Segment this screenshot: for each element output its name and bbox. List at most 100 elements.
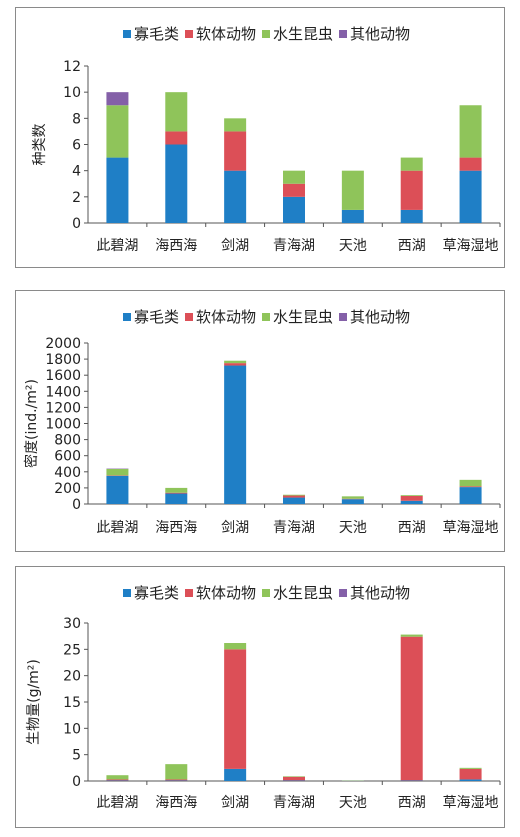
bar-segment (165, 144, 188, 223)
y-tick-label: 12 (63, 59, 81, 75)
bar-segment (400, 634, 423, 637)
y-tick-label: 2 (72, 190, 81, 206)
bar-segment (106, 105, 129, 158)
y-tick-label: 10 (63, 721, 81, 737)
x-tick-label: 海西海 (155, 795, 197, 811)
y-tick-label: 10 (63, 85, 81, 101)
y-tick-label: 8 (72, 111, 81, 127)
y-tick-label: 800 (54, 433, 81, 449)
bar-segment (165, 779, 188, 781)
y-tick-label: 25 (63, 642, 81, 658)
bar-segment (106, 92, 129, 106)
legend: 寡毛类 软体动物 水生昆虫 其他动物 (123, 584, 410, 602)
bar-segment (283, 776, 305, 777)
y-tick-label: 400 (54, 465, 81, 481)
y-tick-label: 1000 (45, 417, 81, 433)
bar-segment (106, 775, 129, 780)
y-tick-label: 0 (72, 216, 81, 232)
bar-segment (106, 779, 129, 781)
y-axis-label: 生物量(g/m²) (26, 659, 42, 745)
bar-segment (224, 170, 247, 223)
bar-segment (106, 468, 129, 476)
bar-segment (459, 170, 482, 223)
y-axis-label: 密度(ind./m²) (23, 379, 40, 468)
bar-segment (400, 157, 423, 171)
legend-label: 寡毛类 (134, 308, 179, 326)
bar-segment (165, 764, 188, 780)
bar-segment (224, 118, 247, 132)
legend: 寡毛类 软体动物 水生昆虫 其他动物 (123, 25, 410, 43)
y-tick-label: 2000 (45, 336, 81, 352)
y-tick-label: 4 (72, 164, 81, 180)
bar-segment (224, 649, 247, 769)
x-tick-label: 西湖 (398, 795, 426, 811)
x-tick-label: 此碧湖 (96, 795, 138, 811)
y-tick-label: 1400 (45, 384, 81, 400)
x-tick-label: 天池 (339, 238, 367, 254)
y-tick-label: 1600 (45, 368, 81, 384)
bar-segment (400, 495, 423, 496)
legend-label: 水生昆虫 (273, 584, 333, 602)
legend-label: 寡毛类 (134, 584, 179, 602)
x-tick-label: 青海湖 (273, 520, 315, 536)
y-tick-label: 0 (72, 497, 81, 513)
bar-segment (165, 493, 188, 504)
bar-segment (165, 780, 188, 781)
legend-label: 水生昆虫 (273, 25, 333, 43)
bar-segment (341, 170, 364, 210)
legend-label: 软体动物 (196, 308, 256, 326)
legend-swatch (262, 313, 270, 321)
bar-segment (459, 105, 482, 158)
bar-segment (106, 780, 129, 781)
legend-label: 水生昆虫 (273, 308, 333, 326)
bar-segment (165, 92, 188, 132)
legend-swatch (339, 30, 347, 38)
bar-segment (224, 365, 247, 504)
bar-segment (224, 360, 247, 364)
y-tick-label: 15 (63, 695, 81, 711)
legend-swatch (123, 589, 131, 597)
bar-segment (400, 780, 423, 781)
bar-segment (283, 495, 305, 498)
y-axis: 0 2 4 6 8 10 12 (63, 59, 89, 232)
y-tick-label: 30 (63, 616, 81, 632)
x-tick-label: 海西海 (155, 520, 197, 536)
legend-label: 寡毛类 (134, 25, 179, 43)
biomass-chart: 寡毛类 软体动物 水生昆虫 其他动物 0 5 10 15 20 25 30 生物量(g/m²) 此碧湖 海… (15, 566, 505, 828)
legend-label: 其他动物 (350, 584, 410, 602)
x-tick-label: 天池 (339, 795, 367, 811)
bar-segment (283, 780, 305, 781)
bar-segment (400, 170, 423, 210)
x-tick-label: 此碧湖 (96, 238, 138, 254)
bar-segment (400, 500, 423, 504)
legend-swatch (185, 313, 193, 321)
legend-label: 软体动物 (196, 25, 256, 43)
density-svg: 寡毛类 软体动物 水生昆虫 其他动物 0200400600800100012001400… (23, 308, 501, 536)
y-tick-label: 20 (63, 669, 81, 685)
legend-swatch (262, 30, 270, 38)
legend-label: 其他动物 (350, 308, 410, 326)
bar-segment (341, 496, 364, 499)
x-tick-label: 草海湿地 (443, 238, 499, 254)
x-tick-label: 此碧湖 (96, 520, 138, 536)
biomass-svg: 寡毛类 软体动物 水生昆虫 其他动物 0 5 10 15 20 25 30 生物量(g/m²) 此碧湖 海… (26, 584, 501, 811)
bar-segment (341, 499, 364, 504)
x-tick-label: 天池 (339, 520, 367, 536)
bar-segment (165, 487, 188, 493)
bar-segment (224, 768, 247, 781)
x-tick-label: 剑湖 (221, 795, 249, 811)
legend-swatch (185, 589, 193, 597)
bar-segment (106, 475, 129, 504)
bar-segment (283, 497, 305, 504)
bar-segment (283, 196, 305, 223)
bar-segment (341, 209, 364, 223)
bar-segment (165, 492, 188, 494)
bar-segment (459, 486, 482, 488)
legend-swatch (339, 313, 347, 321)
y-tick-label: 1200 (45, 400, 81, 416)
y-tick-label: 1800 (45, 352, 81, 368)
bar-segment (459, 767, 482, 769)
bar-segment (459, 768, 482, 780)
